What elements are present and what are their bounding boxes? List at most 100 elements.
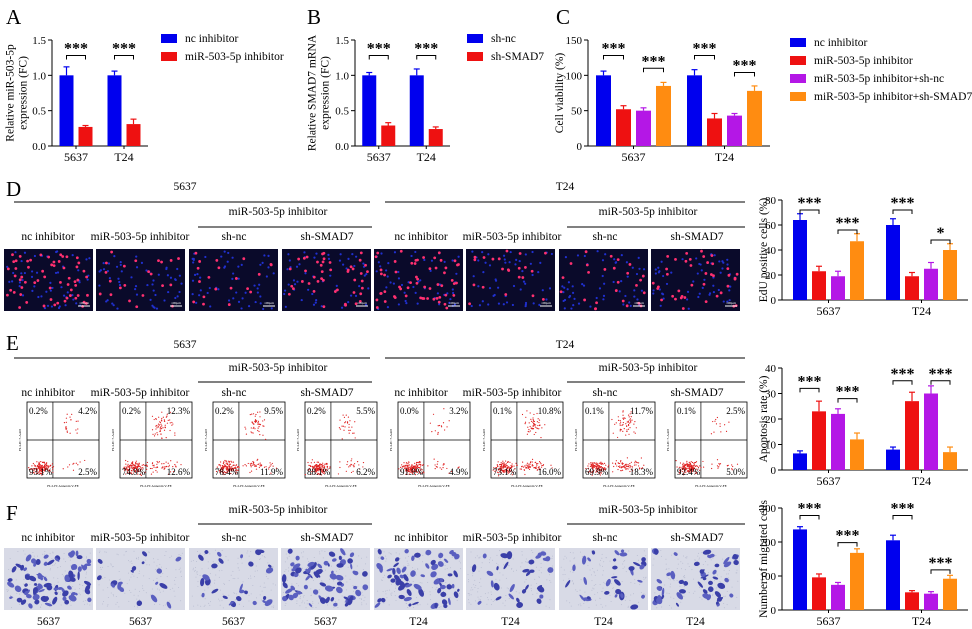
event-dot	[496, 464, 498, 466]
dapi-nucleus	[652, 289, 655, 292]
migrated-cell	[516, 597, 520, 603]
migrated-cell	[349, 552, 355, 558]
dapi-nucleus	[151, 283, 154, 286]
dapi-nucleus	[284, 305, 287, 308]
membrane-pore	[612, 587, 614, 589]
membrane-pore	[520, 566, 522, 568]
migrated-cell	[410, 570, 416, 577]
membrane-pore	[234, 599, 236, 601]
event-dot	[532, 421, 534, 423]
migrated-cell	[26, 589, 30, 594]
membrane-pore	[407, 556, 409, 558]
membrane-pore	[173, 590, 175, 592]
event-dot	[615, 422, 617, 424]
event-dot	[412, 468, 414, 471]
membrane-pore	[248, 594, 250, 596]
event-dot	[626, 430, 628, 433]
migrated-cell	[87, 597, 92, 603]
membrane-pore	[218, 576, 220, 578]
event-dot	[422, 471, 424, 473]
membrane-pore	[12, 597, 14, 599]
membrane-pore	[59, 593, 61, 595]
migrated-cell	[228, 601, 234, 606]
dapi-nucleus	[240, 307, 243, 310]
event-dot	[718, 464, 721, 466]
membrane-pore	[638, 559, 640, 561]
event-dot	[413, 470, 415, 472]
event-dot	[231, 461, 233, 463]
dapi-nucleus	[45, 290, 48, 293]
migrated-cell	[362, 584, 369, 591]
event-dot	[318, 467, 320, 469]
dapi-nucleus	[353, 264, 356, 268]
membrane-pore	[532, 593, 534, 595]
membrane-pore	[301, 552, 303, 554]
membrane-pore	[68, 556, 70, 558]
quadrant-ll-value: 88.1%	[307, 467, 331, 477]
event-dot	[263, 425, 265, 427]
migrated-cell	[131, 566, 137, 571]
event-dot	[28, 467, 30, 469]
membrane-pore	[305, 607, 307, 609]
event-dot	[70, 419, 72, 421]
event-dot	[131, 461, 133, 464]
scale-bar-label: 100μm	[171, 301, 181, 305]
dapi-nucleus	[661, 293, 665, 296]
edu-nucleus	[135, 305, 139, 309]
membrane-pore	[476, 555, 478, 557]
membrane-pore	[102, 589, 104, 591]
dapi-nucleus	[231, 277, 234, 280]
event-dot	[65, 428, 68, 430]
event-dot	[537, 418, 539, 420]
membrane-pore	[57, 591, 59, 593]
event-dot	[135, 463, 137, 465]
bar	[831, 413, 845, 470]
event-dot	[689, 467, 691, 470]
event-dot	[362, 466, 364, 468]
membrane-pore	[192, 567, 194, 569]
transwell-image: T24	[374, 548, 463, 628]
event-dot	[137, 473, 139, 475]
event-dot	[711, 467, 713, 470]
edu-nucleus	[48, 286, 52, 290]
membrane-pore	[203, 605, 205, 607]
event-dot	[270, 472, 272, 474]
event-dot	[160, 433, 162, 435]
event-dot	[514, 468, 516, 470]
membrane-pore	[7, 589, 9, 591]
event-dot	[692, 466, 694, 468]
migrated-cell	[620, 593, 624, 599]
dapi-nucleus	[698, 292, 701, 295]
edu-nucleus	[473, 258, 477, 262]
event-dot	[252, 427, 254, 430]
dapi-nucleus	[539, 261, 542, 264]
membrane-pore	[82, 600, 84, 602]
flow-y-axis-label: FL4-H: 7-AAD	[204, 429, 208, 451]
migrated-cell	[305, 568, 310, 573]
event-dot	[540, 436, 542, 439]
event-dot	[442, 464, 444, 466]
dapi-nucleus	[35, 271, 39, 274]
event-dot	[43, 468, 45, 470]
event-dot	[510, 469, 512, 472]
membrane-pore	[391, 583, 393, 585]
event-dot	[159, 430, 161, 433]
membrane-pore	[625, 571, 627, 573]
membrane-pore	[627, 605, 629, 607]
dapi-nucleus	[283, 289, 287, 292]
dapi-nucleus	[176, 267, 179, 271]
event-dot	[591, 464, 593, 466]
event-dot	[258, 466, 260, 469]
membrane-pore	[666, 592, 668, 594]
event-dot	[155, 469, 157, 472]
membrane-pore	[412, 567, 414, 569]
event-dot	[420, 472, 423, 474]
micrograph-background	[189, 249, 278, 311]
migrated-cell	[336, 586, 343, 594]
migrated-cell	[211, 588, 219, 594]
membrane-pore	[296, 600, 298, 602]
bar	[831, 276, 845, 300]
event-dot	[697, 466, 700, 468]
condition-label: sh-nc	[593, 532, 618, 544]
event-dot	[502, 466, 504, 468]
